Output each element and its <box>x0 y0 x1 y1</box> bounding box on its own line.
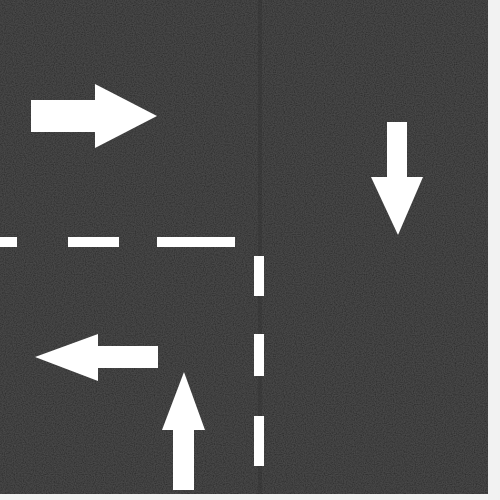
dash-segment <box>157 237 235 247</box>
arrow-left-icon <box>35 334 158 381</box>
asphalt-seam <box>258 0 262 494</box>
arrow-up-icon <box>162 372 205 490</box>
dash-segment <box>68 237 119 247</box>
dash-segment <box>0 237 17 247</box>
arrow-right-icon <box>31 84 157 148</box>
arrow-down-icon <box>371 122 423 235</box>
dashed-horizontal-line <box>0 237 235 247</box>
dash-segment <box>254 256 264 296</box>
dash-segment <box>254 334 264 376</box>
dash-segment <box>254 416 264 466</box>
dashed-vertical-line <box>254 256 264 466</box>
